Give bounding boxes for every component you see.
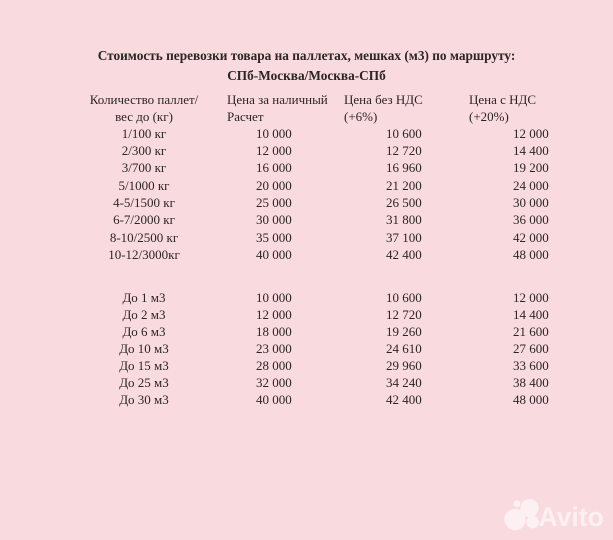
svg-text:Avito: Avito — [539, 502, 604, 532]
